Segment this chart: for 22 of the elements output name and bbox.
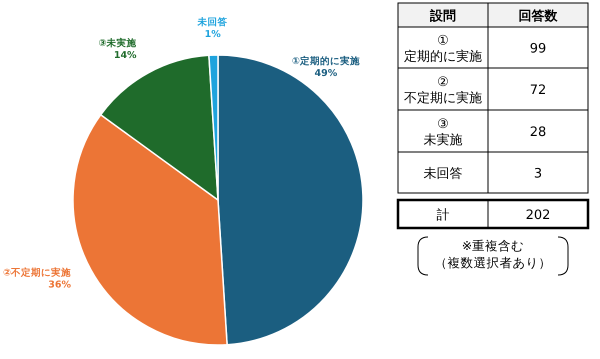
text: ① 定期的に実施 [404, 34, 482, 64]
text: 28 [530, 125, 546, 140]
slice-label: ②不定期に実施 [3, 266, 72, 278]
text: ③ 未実施 [424, 117, 462, 148]
text: 99 [530, 42, 546, 56]
text: ② 不定期に実施 [404, 75, 482, 106]
data-label: 49% [314, 68, 338, 79]
data-label: 14% [114, 50, 138, 61]
text: （複数選択者あり） [434, 255, 552, 270]
slice-label: 未回答 [196, 16, 228, 28]
text: 72 [530, 83, 546, 98]
slice-label: ③未実施 [98, 36, 138, 49]
slice-label: ①定期的に実施 [292, 54, 361, 67]
text: 3 [534, 166, 542, 182]
text: 未回答 [424, 166, 462, 182]
text: 計 [436, 208, 450, 223]
text: 202 [526, 208, 550, 223]
text: 回答数 [518, 9, 558, 24]
data-label: 1% [204, 29, 222, 40]
text: ※重複含む [462, 238, 524, 253]
text: 設問 [429, 8, 456, 24]
data-label: 36% [48, 279, 72, 290]
